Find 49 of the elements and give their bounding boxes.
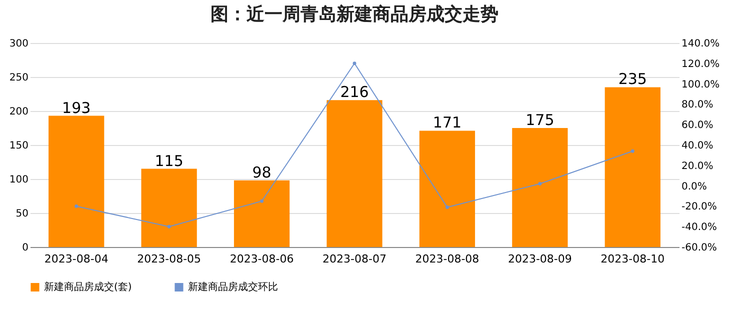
y2-tick-label: 100.0% — [682, 79, 720, 90]
y2-tick-label: -20.0% — [682, 202, 717, 213]
x-tick-label: 2023-08-05 — [137, 252, 202, 266]
y-tick-label: 100 — [9, 174, 28, 186]
point — [74, 204, 78, 208]
point — [538, 182, 542, 186]
y-tick-label: 250 — [9, 72, 28, 84]
y-tick-label: 300 — [9, 38, 28, 50]
point — [167, 224, 171, 228]
bar — [234, 180, 290, 247]
y-tick-label: 200 — [9, 106, 28, 118]
data-label: 193 — [62, 98, 91, 117]
data-label: 216 — [340, 83, 369, 102]
data-label: 235 — [618, 70, 647, 88]
y2-tick-label: 140.0% — [682, 38, 720, 50]
bar — [141, 168, 197, 247]
bar — [604, 87, 660, 247]
y2-tick-label: 40.0% — [682, 140, 714, 152]
legend-label: 新建商品房成交环比 — [188, 281, 278, 294]
y2-tick-label: 120.0% — [682, 58, 720, 70]
y-tick-label: 0 — [22, 242, 28, 254]
data-label: 115 — [154, 152, 184, 170]
point — [260, 199, 264, 203]
x-tick-label: 2023-08-07 — [322, 252, 386, 266]
y2-tick-label: -60.0% — [682, 242, 717, 254]
y2-tick-label: -40.0% — [682, 222, 717, 234]
bar — [512, 128, 568, 247]
x-tick-label: 2023-08-04 — [44, 252, 108, 266]
bar — [48, 116, 104, 247]
y-tick-label: 50 — [16, 208, 28, 220]
x-tick-label: 2023-08-10 — [600, 252, 665, 266]
y2-tick-label: 60.0% — [682, 120, 714, 132]
x-tick-label: 2023-08-08 — [415, 252, 480, 266]
bar — [419, 130, 476, 247]
data-label: 171 — [432, 114, 462, 132]
y2-tick-label: 80.0% — [682, 100, 714, 111]
y2-tick-label: 20.0% — [682, 160, 714, 172]
bar — [326, 100, 382, 247]
x-tick-label: 2023-08-06 — [230, 252, 294, 266]
point — [630, 149, 634, 153]
point — [445, 205, 449, 209]
x-tick-label: 2023-08-09 — [508, 252, 572, 266]
data-label: 98 — [252, 163, 272, 182]
legend-label: 新建商品房成交(套) — [44, 281, 132, 294]
point — [352, 62, 356, 66]
y-tick-label: 150 — [9, 140, 28, 152]
data-label: 175 — [526, 111, 554, 129]
y2-tick-label: 0.0% — [682, 181, 707, 192]
chart-title: 图：近一周青岛新建商品房成交走势 — [210, 4, 498, 25]
